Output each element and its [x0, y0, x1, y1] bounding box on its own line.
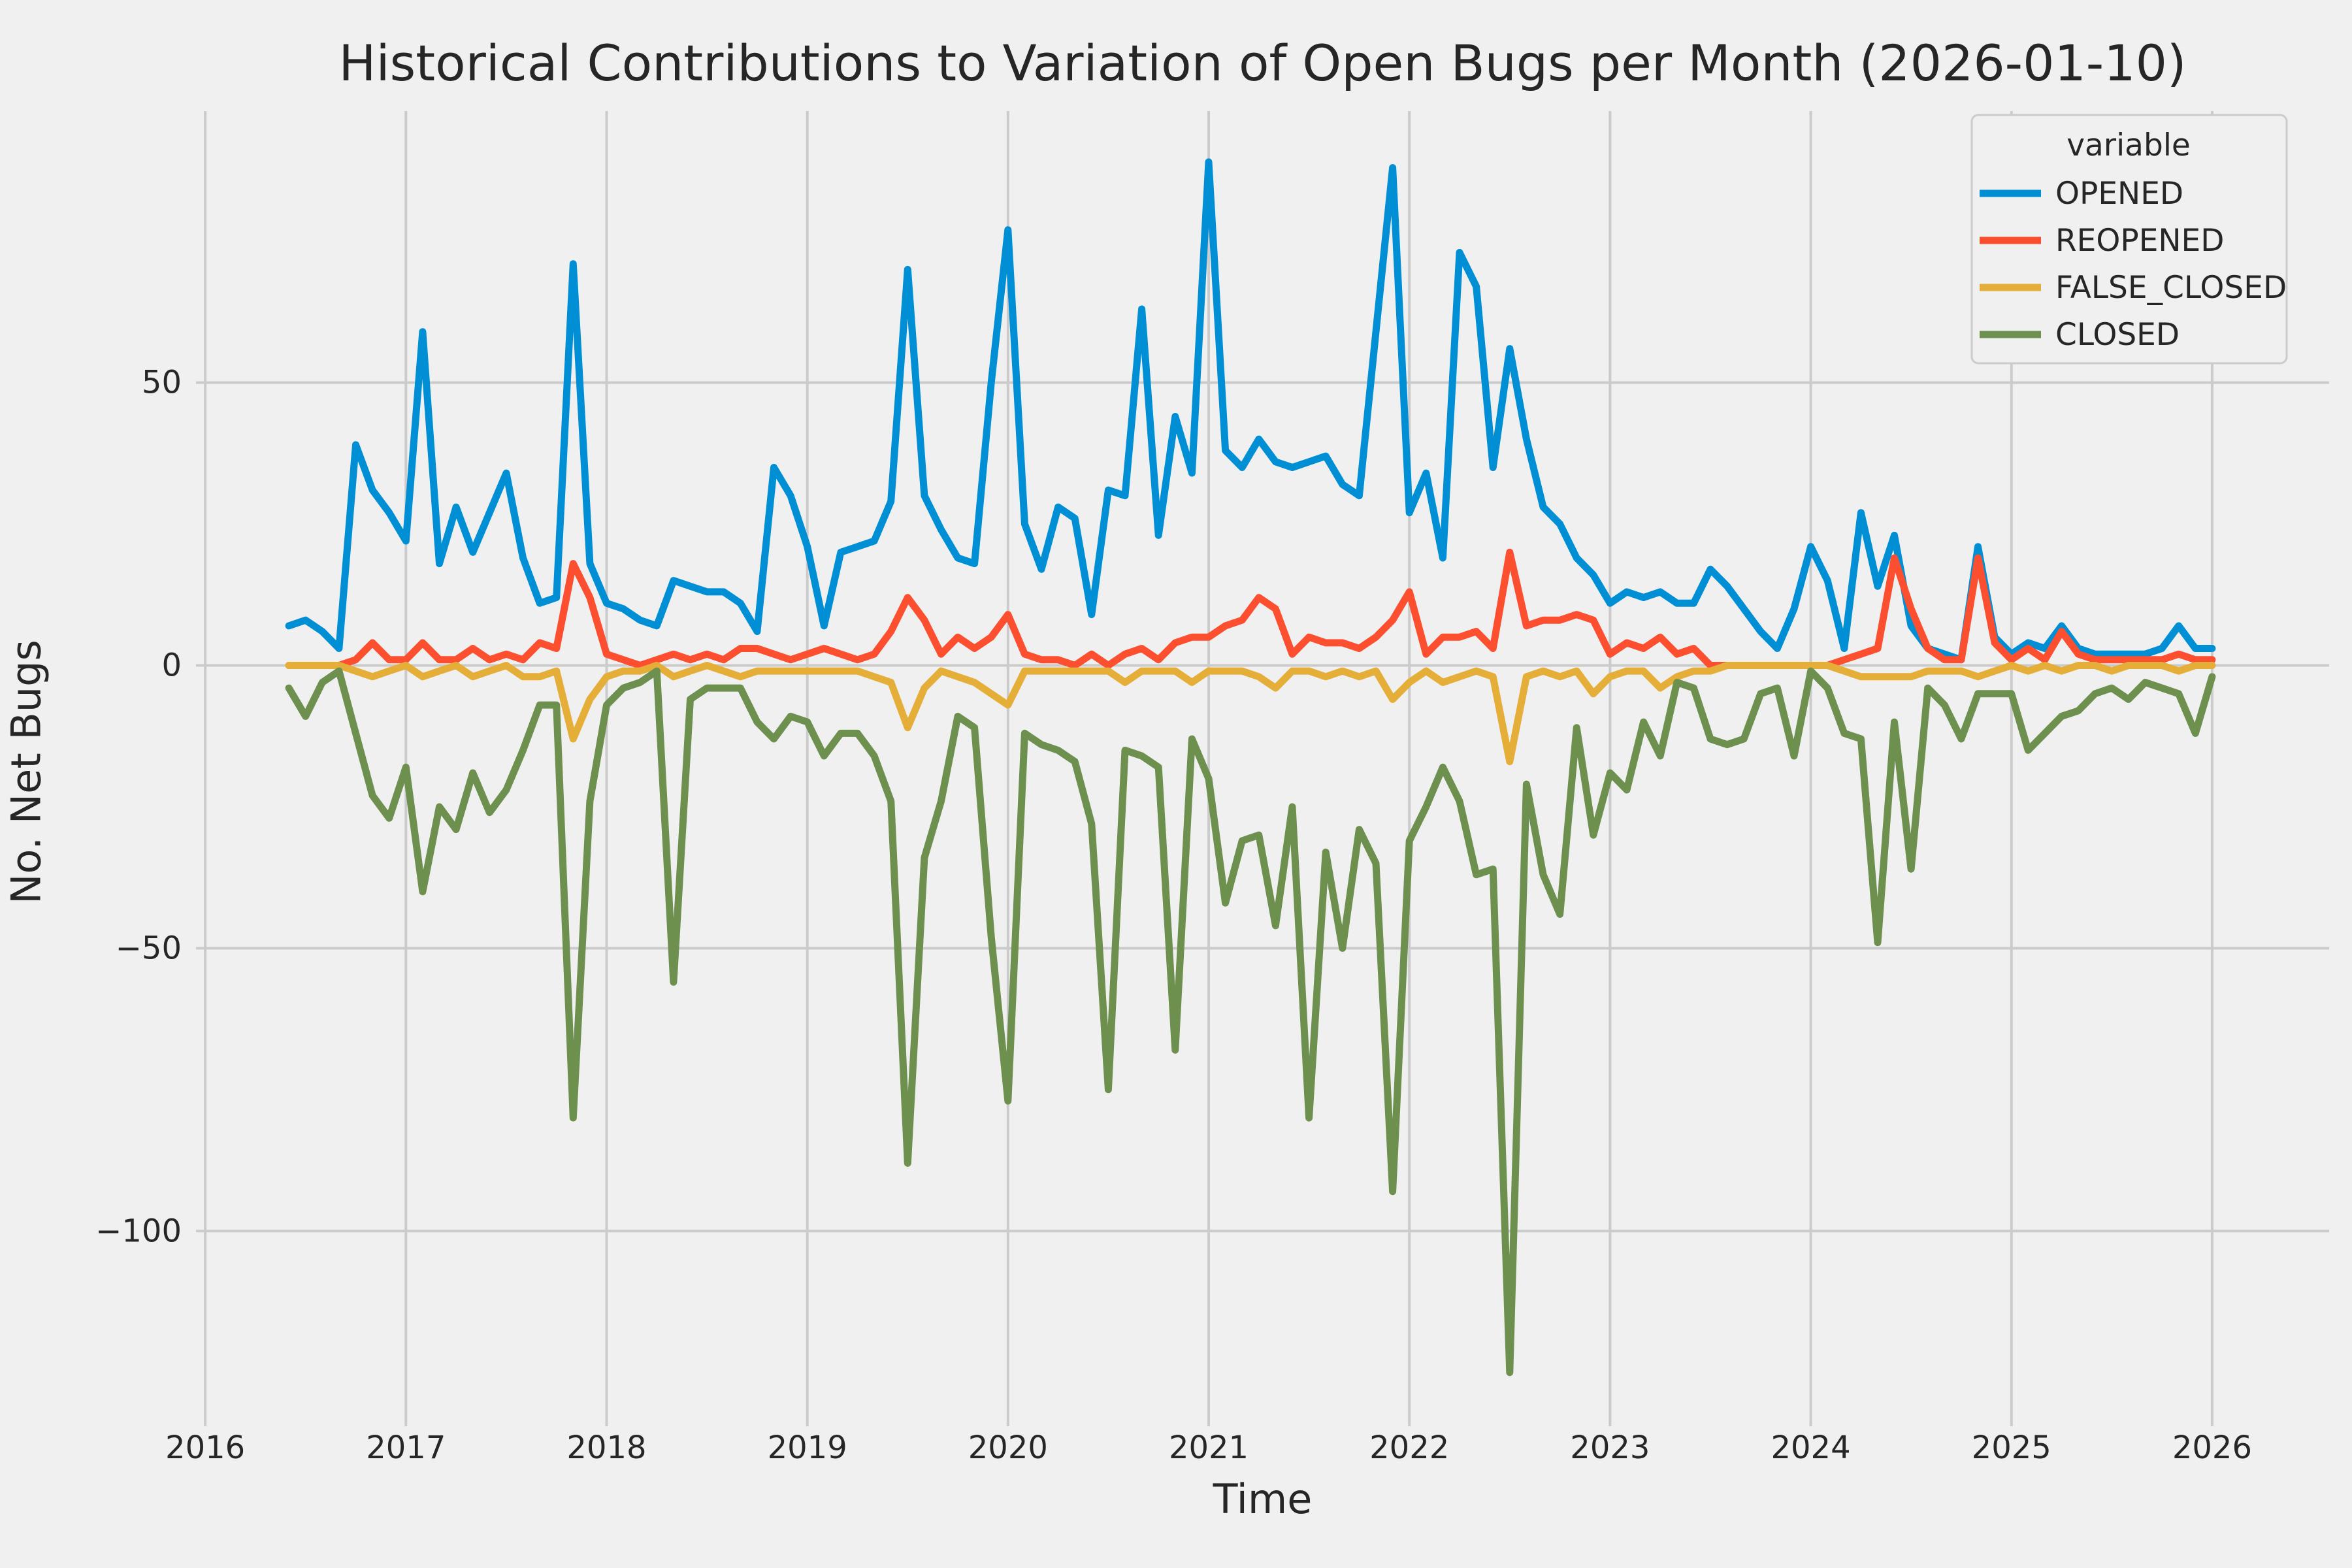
y-tick-label: −100 — [95, 1213, 182, 1249]
x-axis-label: Time — [1213, 1475, 1313, 1523]
y-tick-label: −50 — [116, 930, 182, 966]
x-tick-label: 2026 — [2172, 1429, 2252, 1466]
legend-label-opened: OPENED — [2055, 176, 2183, 212]
legend-box — [1970, 114, 2288, 365]
series-line-reopened — [285, 548, 2216, 669]
x-tick-label: 2024 — [1771, 1429, 1850, 1466]
legend-label-closed: CLOSED — [2055, 317, 2180, 353]
x-tick-label: 2020 — [968, 1429, 1048, 1466]
series-line-opened — [285, 158, 2216, 664]
y-axis-label: No. Net Bugs — [2, 640, 50, 904]
y-tick-label: 50 — [142, 365, 182, 401]
x-tick-label: 2017 — [366, 1429, 446, 1466]
x-tick-label: 2019 — [768, 1429, 847, 1466]
x-tick-label: 2025 — [1972, 1429, 2051, 1466]
legend-label-false_closed: FALSE_CLOSED — [2055, 270, 2287, 306]
x-tick-label: 2018 — [566, 1429, 646, 1466]
series-line-false_closed — [285, 662, 2216, 766]
x-tick-label: 2023 — [1570, 1429, 1650, 1466]
chart-title: Historical Contributions to Variation of… — [338, 34, 2187, 92]
legend-title: variable — [2066, 127, 2191, 163]
legend-label-reopened: REOPENED — [2055, 223, 2224, 259]
y-tick-label: 0 — [161, 647, 182, 683]
x-tick-label: 2016 — [165, 1429, 245, 1466]
series-line-closed — [285, 667, 2216, 1377]
x-tick-label: 2022 — [1369, 1429, 1449, 1466]
x-tick-label: 2021 — [1169, 1429, 1249, 1466]
